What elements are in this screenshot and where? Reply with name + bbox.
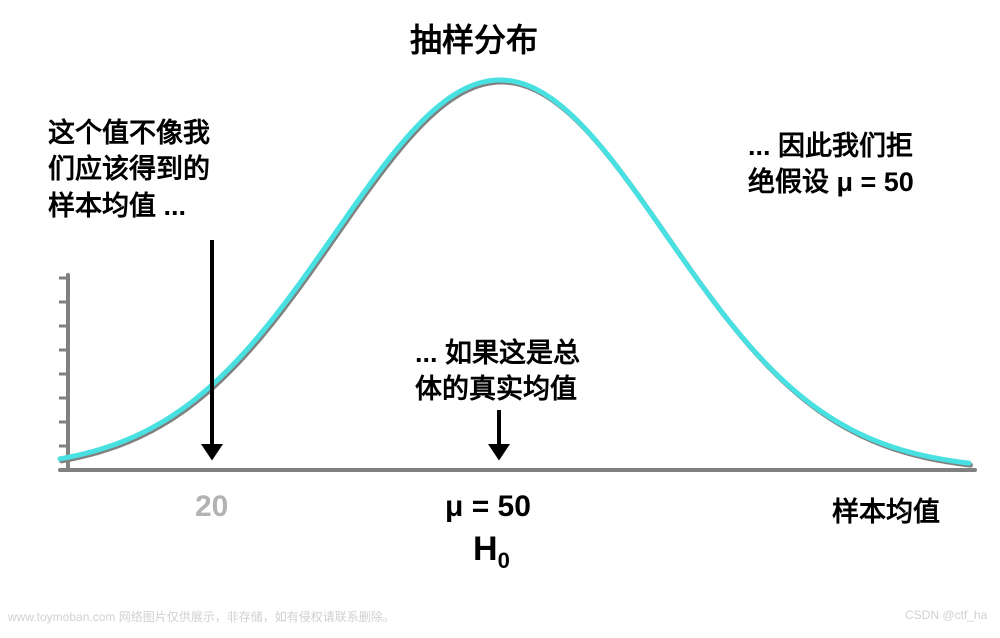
x-axis-label: 样本均值 (832, 490, 940, 529)
tick-label-mu: μ = 50 (445, 490, 531, 524)
footer-text: www.toymoban.com 网络图片仅供展示，非存储，如有侵权请联系删除。 (8, 608, 395, 625)
annotation-right: ... 因此我们拒绝假设 μ = 50 (748, 128, 914, 201)
chart-title: 抽样分布 (410, 15, 538, 61)
hypothesis-label: H0 (473, 530, 510, 574)
hypothesis-sub: 0 (498, 548, 510, 573)
watermark-text: CSDN @ctf_ha (905, 608, 987, 622)
annotation-center: ... 如果这是总体的真实均值 (415, 335, 580, 408)
annotation-left: 这个值不像我们应该得到的样本均值 ... (48, 115, 210, 224)
hypothesis-main: H (473, 530, 498, 568)
tick-label-20: 20 (195, 490, 228, 524)
